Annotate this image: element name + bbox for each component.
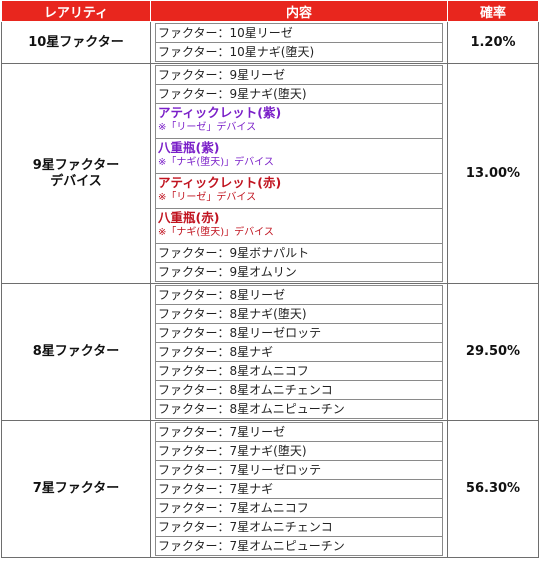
factor-item: ファクター：9星ナギ(堕天) [155,84,443,104]
device-note: ※「ナギ(堕天)」デバイス [158,227,274,238]
rarity-label: 8星ファクター [32,344,120,359]
device-item: 八重瓶(紫) ※「ナギ(堕天)」デバイス [155,138,443,174]
device-title: 八重瓶(赤) [158,210,220,225]
content-cell: ファクター：10星リーゼ ファクター：10星ナギ(堕天) [150,21,448,64]
rarity-cell: 9星ファクター デバイス [1,63,151,284]
header-rate: 確率 [447,1,539,22]
factor-item: ファクター：7星オムニピューチン [155,536,443,556]
rarity-label: 7星ファクター [32,481,120,496]
header-rarity: レアリティ [1,1,151,22]
device-note: ※「リーゼ」デバイス [158,122,257,133]
factor-item: ファクター：8星オムニチェンコ [155,380,443,400]
rarity-group-row: 8星ファクター ファクター：8星リーゼ ファクター：8星ナギ(堕天) ファクター：8星… [1,283,539,421]
factor-item: ファクター：7星リーゼ [155,422,443,442]
factor-item: ファクター：9星オムリン [155,262,443,282]
device-title: 八重瓶(紫) [158,140,220,155]
device-note: ※「リーゼ」デバイス [158,192,257,203]
rarity-cell: 10星ファクター [1,21,151,64]
rate-cell: 1.20% [447,21,539,64]
factor-item: ファクター：7星オムニチェンコ [155,517,443,537]
device-title: アティックレット(紫) [158,105,282,120]
rarity-cell: 7星ファクター [1,420,151,558]
factor-item: ファクター：8星ナギ [155,342,443,362]
rate-cell: 29.50% [447,283,539,421]
rarity-label: 9星ファクター [32,157,120,173]
rate-cell: 13.00% [447,63,539,284]
factor-item: ファクター：10星ナギ(堕天) [155,42,443,62]
factor-item: ファクター：8星リーゼロッテ [155,323,443,343]
device-item: アティックレット(赤) ※「リーゼ」デバイス [155,173,443,209]
content-cell: ファクター：7星リーゼ ファクター：7星ナギ(堕天) ファクター：7星リーゼロッテフ… [150,420,448,558]
factor-item: ファクター：8星オムニコフ [155,361,443,381]
factor-item: ファクター：8星リーゼ [155,285,443,305]
content-cell: ファクター：8星リーゼ ファクター：8星ナギ(堕天) ファクター：8星リーゼロッテフ… [150,283,448,421]
factor-item: ファクター：8星オムニピューチン [155,399,443,419]
rarity-group-row: 7星ファクター ファクター：7星リーゼ ファクター：7星ナギ(堕天) ファクター：7星… [1,420,539,558]
factor-item: ファクター：9星ボナパルト [155,243,443,263]
device-item: アティックレット(紫) ※「リーゼ」デバイス [155,103,443,139]
factor-item: ファクター：7星リーゼロッテ [155,460,443,480]
rarity-group-row: 9星ファクター デバイス ファクター：9星リーゼ ファクター：9星ナギ(堕天) アティッ… [1,63,539,284]
factor-item: ファクター：7星ナギ(堕天) [155,441,443,461]
device-item: 八重瓶(赤) ※「ナギ(堕天)」デバイス [155,208,443,244]
rate-cell: 56.30% [447,420,539,558]
rarity-cell: 8星ファクター [1,283,151,421]
factor-item: ファクター：10星リーゼ [155,23,443,43]
factor-item: ファクター：7星オムニコフ [155,498,443,518]
factor-item: ファクター：8星ナギ(堕天) [155,304,443,324]
rate-table: レアリティ 内容 確率 10星ファクター ファクター：10星リーゼ ファクター：10… [1,1,539,558]
device-title: アティックレット(赤) [158,175,282,190]
table-body: 10星ファクター ファクター：10星リーゼ ファクター：10星ナギ(堕天) 1.20%… [1,21,539,558]
rarity-label: 10星ファクター [28,34,124,50]
header-row: レアリティ 内容 確率 [1,1,539,22]
rarity-group-row: 10星ファクター ファクター：10星リーゼ ファクター：10星ナギ(堕天) 1.20% [1,21,539,64]
device-note: ※「ナギ(堕天)」デバイス [158,157,274,168]
factor-item: ファクター：7星ナギ [155,479,443,499]
content-cell: ファクター：9星リーゼ ファクター：9星ナギ(堕天) アティックレット(紫) ※「リー… [150,63,448,284]
rarity-label: デバイス [50,173,102,189]
factor-item: ファクター：9星リーゼ [155,65,443,85]
header-content: 内容 [150,1,448,22]
